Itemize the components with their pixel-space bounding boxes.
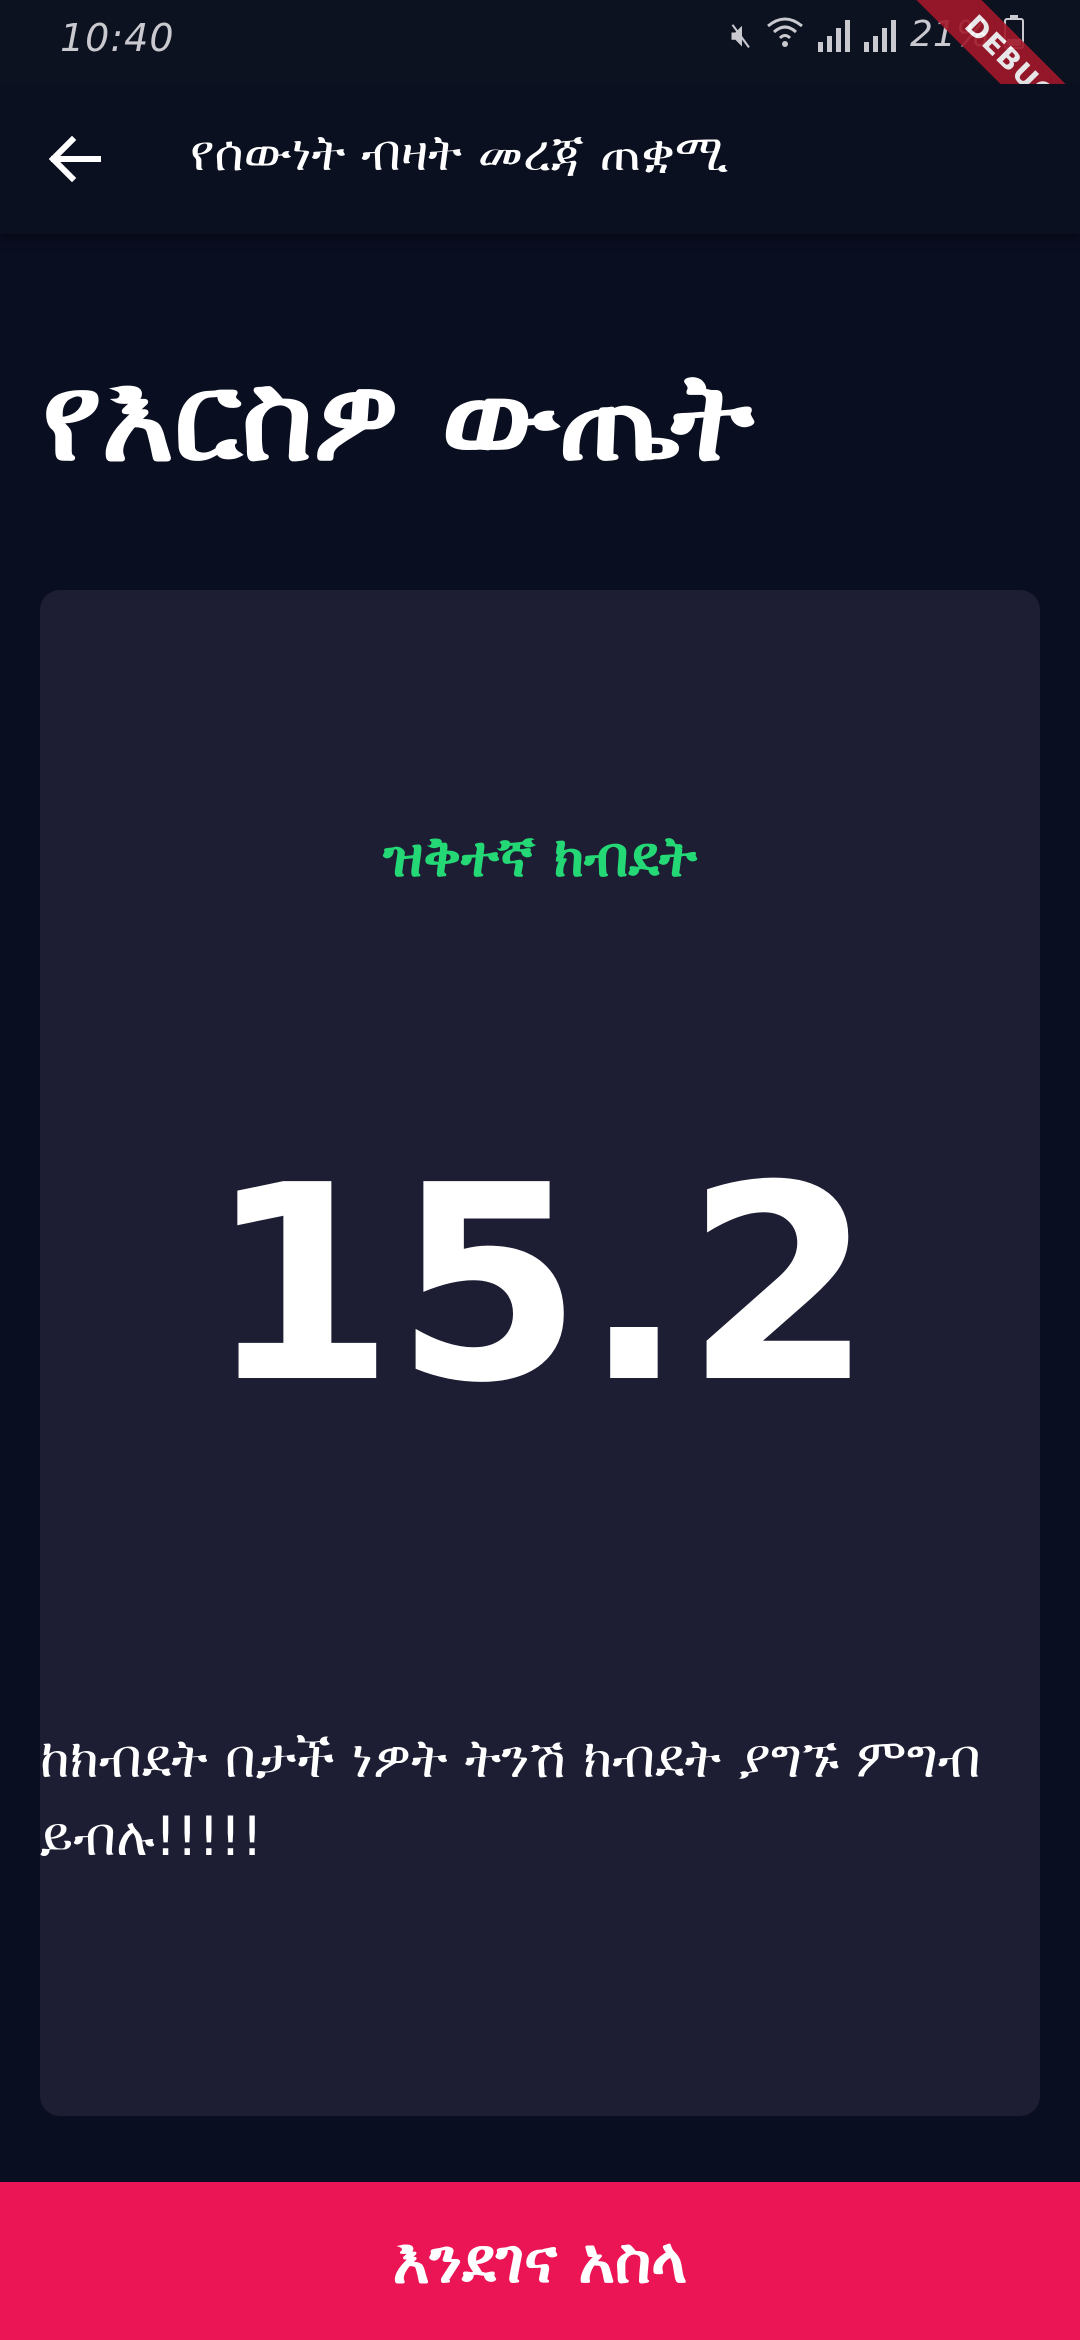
recalculate-button[interactable]: እንደገና አስላ [0,2182,1080,2340]
app-title: የሰውነት ብዛት መረጃ ጠቋሚ [190,124,729,182]
status-bar: 10:40 🔇︎ 21% DEBUG [0,0,1080,177]
result-advice: ከክብደት በታች ነዎት ትንሽ ክብደት ያግኙ ምግብ ይብሉ!!!!! [40,1727,981,1869]
status-time: 10:40 [60,16,175,60]
back-button[interactable] [40,124,110,194]
mute-icon: 🔇︎ [730,14,752,55]
page-heading: የእርስዎ ውጤት [42,346,754,488]
bmi-value: 15.2 [206,1127,874,1442]
app-bar: የሰውነት ብዛት መረጃ ጠቋሚ [0,84,1080,234]
wifi-icon [766,16,804,54]
result-status: ዝቅተኛ ክብደት [383,825,697,890]
recalculate-button-label: እንደገና አስላ [392,2224,688,2297]
arrow-left-icon [48,136,101,182]
result-card: ዝቅተኛ ክብደት 15.2 ከክብደት በታች ነዎት ትንሽ ክብደት ያግ… [40,590,1040,2116]
signal-icon [863,18,896,52]
signal-icon [817,18,850,52]
